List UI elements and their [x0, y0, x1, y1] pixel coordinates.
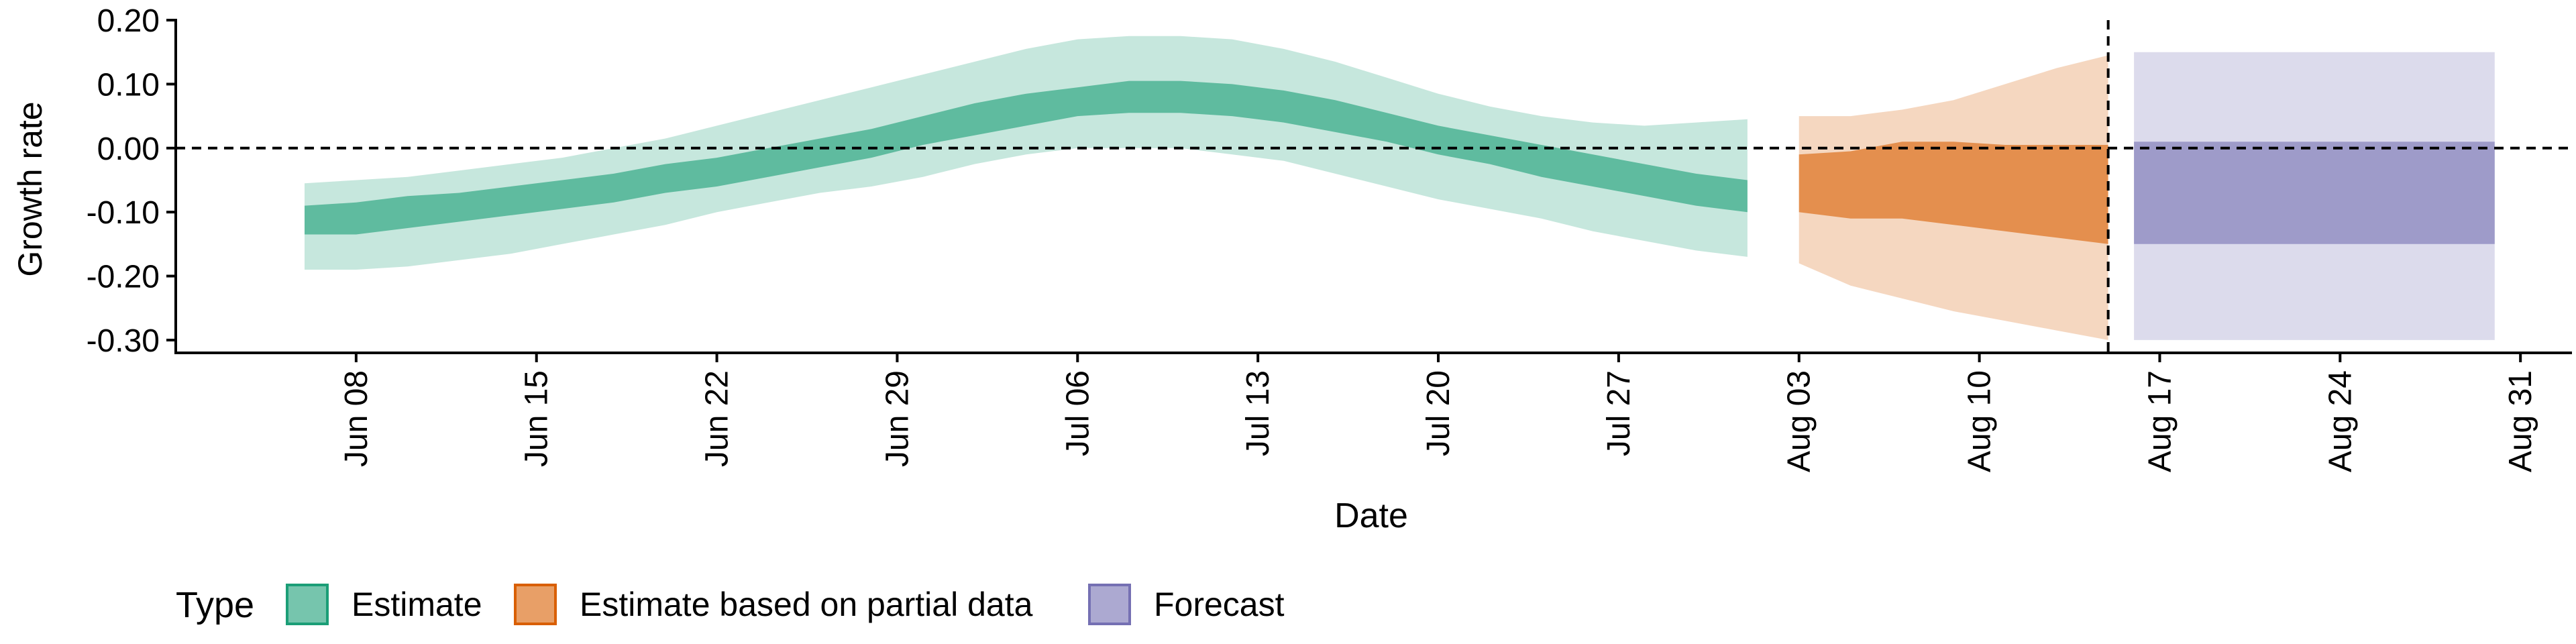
x-tick-label: Aug 10 [1962, 370, 1998, 472]
forecast-band-50 [2134, 142, 2495, 244]
x-tick-label: Aug 17 [2142, 370, 2178, 472]
y-tick-label: 0.00 [97, 131, 160, 167]
x-tick-label: Jul 27 [1601, 370, 1637, 456]
estimate-band-50 [305, 80, 1748, 235]
legend: Type Estimate Estimate based on partial da… [176, 584, 1285, 625]
legend-swatch-estimate-based-on-partial-data [514, 584, 557, 625]
legend-label-forecast: Forecast [1154, 586, 1285, 623]
x-axis-title: Date [1334, 496, 1408, 535]
reference-lines [176, 20, 2572, 353]
y-tick-label: -0.20 [87, 260, 160, 295]
band-layer [305, 36, 2495, 340]
x-tick-label: Jul 20 [1421, 370, 1456, 456]
legend-label-estimate: Estimate [352, 586, 482, 623]
x-tick-label: Aug 03 [1782, 370, 1817, 472]
x-tick-label: Jun 29 [879, 370, 915, 467]
y-tick-label: -0.10 [87, 195, 160, 231]
x-tick-label: Jul 06 [1060, 370, 1095, 456]
x-tick-label: Jun 22 [700, 370, 735, 467]
legend-item-forecast: Forecast [1088, 584, 1285, 625]
legend-title: Type [176, 585, 254, 625]
y-tick-label: 0.10 [97, 67, 160, 103]
estimate-based-on-partial-data-band-50 [1799, 142, 2108, 244]
x-tick-label: Jul 13 [1240, 370, 1276, 456]
legend-label-estimate-based-on-partial-data: Estimate based on partial data [580, 586, 1033, 623]
legend-item-estimate: Estimate [286, 584, 482, 625]
y-tick-label: -0.30 [87, 323, 160, 359]
x-tick-label: Aug 31 [2503, 370, 2538, 472]
x-tick-label: Jun 15 [519, 370, 555, 467]
legend-item-estimate-based-on-partial-data: Estimate based on partial data [514, 584, 1033, 625]
x-tick-label: Aug 24 [2322, 370, 2358, 472]
axes: 0.20 0.10 0.00 -0.10 -0.20 -0.30 Jun 08 Jun 15 J… [87, 3, 2572, 472]
legend-swatch-forecast [1088, 584, 1131, 625]
y-axis-title: Growth rate [11, 101, 49, 276]
y-tick-label: 0.20 [97, 3, 160, 39]
estimate-band-90 [305, 36, 1748, 270]
legend-swatch-estimate [286, 584, 329, 625]
x-tick-label: Jun 08 [339, 370, 374, 467]
